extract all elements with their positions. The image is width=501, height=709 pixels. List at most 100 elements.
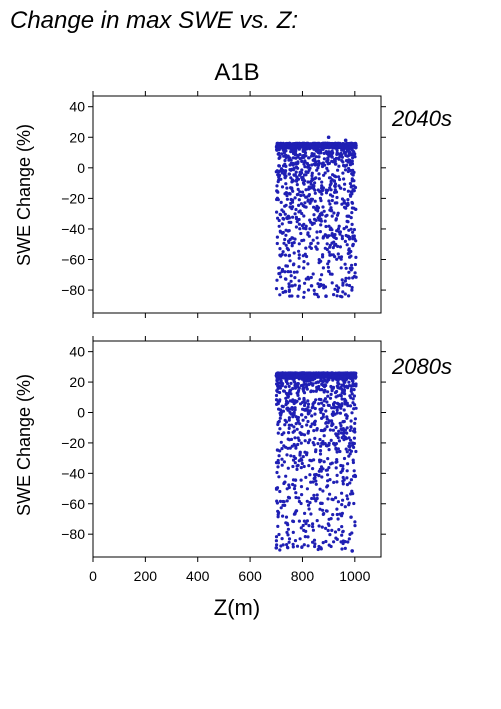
data-point — [296, 463, 300, 467]
data-point — [299, 466, 303, 470]
data-point — [297, 279, 301, 283]
data-point — [302, 173, 307, 177]
data-point — [277, 266, 281, 270]
data-point — [342, 408, 346, 412]
data-point — [280, 222, 284, 226]
data-point — [275, 189, 279, 193]
data-point — [327, 403, 331, 408]
data-point — [342, 164, 346, 168]
data-point — [314, 375, 318, 379]
data-point — [310, 145, 315, 149]
data-point — [297, 242, 301, 246]
data-point — [278, 293, 282, 297]
data-point — [330, 281, 334, 285]
data-point — [294, 161, 298, 165]
data-point — [317, 161, 321, 165]
data-point — [344, 206, 348, 210]
y-tick-label: −80 — [61, 282, 85, 298]
data-point — [303, 511, 307, 515]
data-point — [311, 272, 315, 276]
data-point — [295, 373, 299, 377]
data-point — [276, 144, 280, 149]
data-point — [339, 403, 343, 407]
data-point — [300, 425, 304, 429]
data-point — [300, 159, 304, 163]
data-point — [288, 270, 293, 274]
data-point — [275, 235, 279, 239]
data-point — [346, 462, 350, 466]
data-point — [315, 371, 319, 375]
data-point — [284, 182, 288, 186]
data-point — [288, 446, 292, 450]
data-point — [281, 543, 285, 547]
data-point — [313, 542, 317, 546]
data-point — [296, 415, 300, 420]
data-point — [333, 233, 337, 237]
data-point — [287, 496, 292, 500]
data-point — [343, 138, 348, 143]
data-point — [313, 188, 317, 192]
data-point — [340, 155, 344, 159]
scatter-points — [274, 371, 358, 553]
data-point — [350, 159, 354, 163]
data-point — [300, 545, 304, 549]
data-point — [353, 524, 357, 528]
data-point — [309, 480, 313, 484]
data-point — [350, 384, 354, 388]
data-point — [317, 155, 321, 159]
data-point — [297, 265, 301, 269]
data-point — [332, 240, 336, 244]
data-point — [314, 482, 318, 486]
data-point — [316, 282, 320, 286]
data-point — [287, 431, 291, 435]
data-point — [277, 224, 281, 228]
data-point — [312, 458, 316, 462]
data-point — [276, 431, 280, 435]
data-point — [336, 252, 340, 256]
data-point — [311, 540, 315, 544]
data-point — [301, 154, 305, 158]
data-point — [346, 214, 350, 218]
data-point — [321, 266, 325, 270]
data-point — [299, 384, 303, 388]
data-point — [311, 525, 315, 529]
data-point — [291, 386, 295, 391]
data-point — [344, 413, 348, 417]
data-point — [294, 207, 298, 212]
data-point — [278, 489, 282, 494]
data-point — [277, 156, 281, 160]
data-point — [354, 449, 358, 454]
data-point — [293, 461, 297, 465]
data-point — [312, 162, 316, 166]
data-point — [352, 428, 356, 432]
data-point — [278, 212, 282, 216]
data-point — [285, 264, 289, 268]
data-point — [342, 187, 346, 191]
data-point — [281, 143, 285, 147]
data-point — [352, 501, 356, 506]
data-point — [282, 431, 286, 435]
data-point — [277, 532, 281, 537]
data-point — [345, 469, 349, 473]
data-point — [341, 427, 345, 431]
data-point — [319, 397, 323, 402]
data-point — [314, 479, 318, 483]
data-point — [325, 509, 329, 513]
data-point — [337, 371, 341, 375]
data-point — [338, 177, 342, 182]
data-point — [293, 196, 297, 200]
data-point — [347, 384, 351, 388]
data-point — [333, 162, 338, 166]
data-point — [320, 407, 324, 411]
data-point — [291, 149, 295, 153]
data-point — [297, 141, 301, 145]
data-point — [290, 244, 294, 248]
data-point — [278, 390, 282, 395]
data-point — [304, 529, 308, 534]
data-point — [339, 255, 344, 259]
data-point — [309, 512, 313, 516]
data-point — [287, 423, 291, 427]
data-point — [338, 411, 342, 415]
data-point — [285, 543, 289, 547]
data-point — [311, 389, 316, 393]
